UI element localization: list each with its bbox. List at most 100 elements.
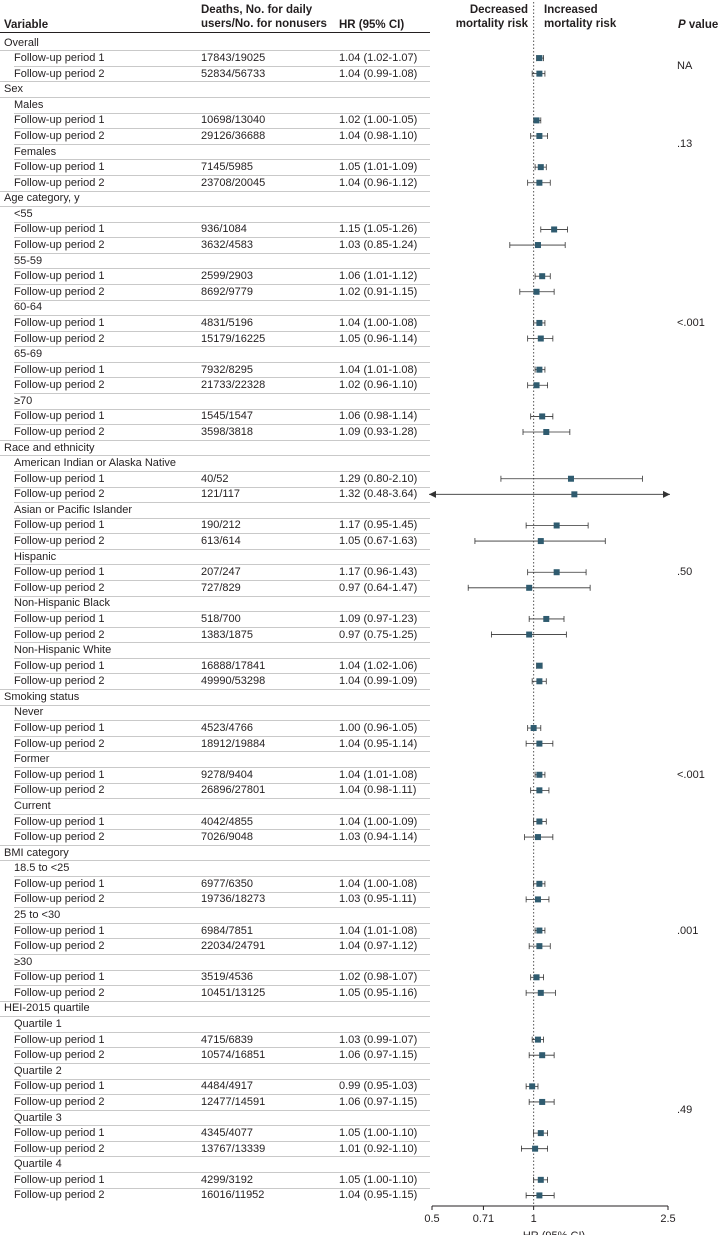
row-divider — [14, 892, 430, 893]
row-divider — [14, 424, 430, 425]
row-hr-ci: 1.04 (1.00-1.08) — [339, 316, 418, 329]
row-hr-ci: 1.02 (0.98-1.07) — [339, 971, 418, 984]
row-label-period: Follow-up period 1 — [14, 971, 105, 984]
forest-row — [528, 943, 551, 950]
header-deaths-line2: users/No. for nonusers — [201, 18, 327, 30]
row-deaths: 49990/53298 — [201, 675, 266, 688]
forest-row — [534, 771, 546, 778]
row-label-period: Follow-up period 2 — [14, 67, 105, 80]
forest-row — [530, 974, 544, 981]
row-deaths: 16888/17841 — [201, 659, 266, 672]
row-label-subgroup: 18.5 to <25 — [14, 862, 70, 875]
hr-point — [536, 818, 543, 825]
row-hr-ci: 1.04 (0.98-1.10) — [339, 129, 418, 142]
row-deaths: 3519/4536 — [201, 971, 253, 984]
row-hr-ci: 1.04 (0.98-1.11) — [339, 784, 417, 797]
row-hr-ci: 1.04 (1.01-1.08) — [339, 924, 418, 937]
row-divider — [14, 331, 430, 332]
forest-row — [525, 522, 589, 529]
row-hr-ci: 1.06 (0.97-1.15) — [339, 1095, 418, 1108]
row-divider — [14, 907, 430, 908]
forest-row — [527, 179, 551, 186]
row-divider — [14, 549, 430, 550]
hr-point — [536, 927, 543, 934]
row-deaths: 22034/24791 — [201, 940, 266, 953]
row-deaths: 8692/9779 — [201, 285, 253, 298]
row-divider — [14, 144, 430, 145]
hr-point — [537, 1130, 544, 1137]
row-label-period: Follow-up period 1 — [14, 363, 105, 376]
row-deaths: 1383/1875 — [201, 628, 253, 641]
row-label-category: HEI-2015 quartile — [4, 1002, 90, 1015]
forest-row — [536, 55, 544, 62]
hr-point — [534, 242, 541, 249]
row-label-subgroup: Quartile 1 — [14, 1018, 62, 1031]
p-value: .50 — [677, 566, 693, 579]
row-hr-ci: 1.29 (0.80-2.10) — [339, 472, 418, 485]
hr-point — [536, 319, 543, 326]
row-label-period: Follow-up period 1 — [14, 1033, 105, 1046]
row-hr-ci: 0.97 (0.64-1.47) — [339, 581, 418, 594]
row-divider — [14, 268, 430, 269]
row-deaths: 2599/2903 — [201, 270, 253, 283]
row-divider — [14, 1079, 430, 1080]
row-deaths: 6977/6350 — [201, 877, 253, 890]
row-label-subgroup: 25 to <30 — [14, 908, 61, 921]
header-deaths: Deaths, No. for daily users/No. for nonu… — [201, 3, 341, 31]
hr-point — [536, 787, 543, 794]
row-deaths: 18912/19884 — [201, 737, 266, 750]
row-label-period: Follow-up period 2 — [14, 535, 105, 548]
row-hr-ci: 1.05 (0.95-1.16) — [339, 986, 418, 999]
row-label-period: Follow-up period 1 — [14, 316, 105, 329]
row-divider — [14, 237, 430, 238]
row-hr-ci: 1.32 (0.48-3.64) — [339, 488, 418, 501]
forest-row — [525, 1083, 539, 1090]
row-divider — [14, 627, 430, 628]
row-hr-ci: 1.04 (1.02-1.06) — [339, 659, 418, 672]
row-divider — [14, 938, 430, 939]
row-divider — [14, 954, 430, 955]
row-deaths: 4484/4917 — [201, 1080, 253, 1093]
row-divider — [14, 1094, 430, 1095]
hr-point — [536, 70, 543, 77]
hr-point — [536, 366, 543, 373]
row-deaths: 29126/36688 — [201, 129, 266, 142]
row-hr-ci: 1.00 (0.96-1.05) — [339, 722, 418, 735]
header-variable: Variable — [4, 19, 49, 31]
row-divider — [14, 1125, 430, 1126]
row-label-period: Follow-up period 1 — [14, 52, 105, 65]
row-hr-ci: 1.05 (1.00-1.10) — [339, 1127, 418, 1140]
forest-row — [474, 538, 606, 545]
row-divider — [0, 455, 430, 456]
row-divider — [14, 642, 430, 643]
row-hr-ci: 1.03 (0.99-1.07) — [339, 1033, 418, 1046]
hr-point — [536, 1192, 543, 1199]
hr-point — [539, 273, 546, 280]
row-hr-ci: 1.05 (0.67-1.63) — [339, 535, 418, 548]
hr-point — [537, 164, 544, 171]
hr-point — [530, 725, 537, 732]
row-deaths: 727/829 — [201, 581, 241, 594]
row-label-subgroup: American Indian or Alaska Native — [14, 457, 177, 470]
row-deaths: 936/1084 — [201, 223, 247, 236]
p-value: NA — [677, 59, 693, 72]
row-hr-ci: 1.09 (0.97-1.23) — [339, 612, 418, 625]
forest-row — [531, 70, 546, 77]
row-divider — [14, 1188, 430, 1189]
row-hr-ci: 1.09 (0.93-1.28) — [339, 426, 418, 438]
row-deaths: 121/117 — [201, 488, 240, 501]
header-increased-line2: mortality risk — [544, 18, 617, 30]
forest-row — [530, 132, 549, 139]
hr-point — [537, 1176, 544, 1183]
row-hr-ci: 1.02 (1.00-1.05) — [339, 114, 418, 127]
header-deaths-line1: Deaths, No. for daily — [201, 4, 313, 16]
header-rule — [0, 32, 430, 33]
row-divider — [0, 206, 430, 207]
row-label-subgroup: Hispanic — [14, 550, 57, 563]
row-label-period: Follow-up period 1 — [14, 1080, 105, 1093]
forest-row — [530, 787, 550, 794]
header-p-rest: value — [685, 19, 719, 31]
header-hr: HR (95% CI) — [339, 19, 405, 31]
row-divider — [14, 1110, 430, 1111]
row-label-period: Follow-up period 2 — [14, 332, 105, 345]
